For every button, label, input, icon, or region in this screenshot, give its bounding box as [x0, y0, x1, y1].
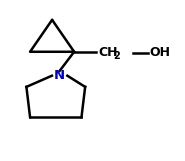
Text: 2: 2 [114, 51, 120, 61]
Text: CH: CH [98, 46, 117, 59]
Text: OH: OH [149, 46, 170, 59]
Text: N: N [54, 69, 65, 82]
